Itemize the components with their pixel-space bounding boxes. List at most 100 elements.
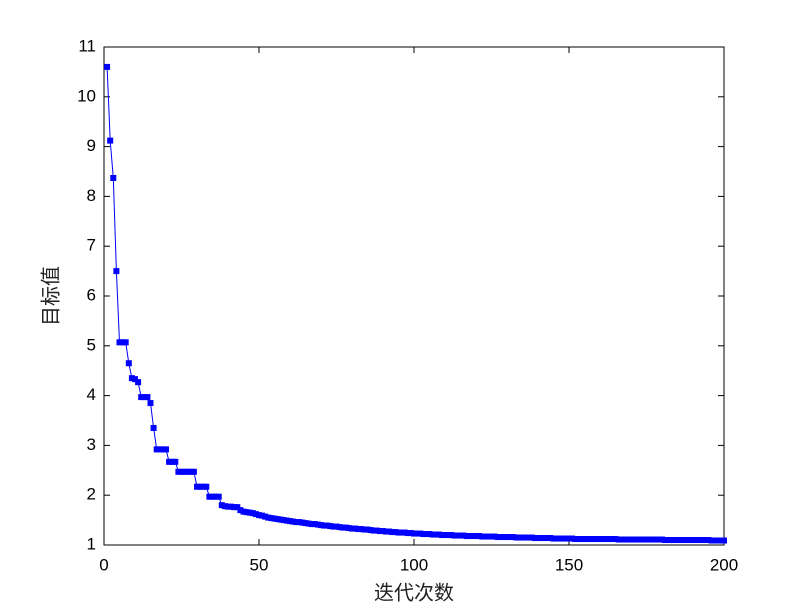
data-point (674, 537, 681, 544)
data-point (404, 530, 411, 537)
data-point (268, 515, 275, 522)
data-point (649, 536, 656, 543)
data-point (442, 532, 448, 539)
data-point (228, 503, 235, 510)
data-point (643, 536, 650, 543)
data-point (299, 519, 306, 526)
data-point (280, 517, 287, 524)
data-point (345, 525, 352, 532)
data-point (541, 535, 548, 542)
y-tick-label: 6 (87, 285, 96, 304)
data-point (494, 534, 501, 541)
data-point (578, 536, 585, 543)
data-point (361, 526, 368, 533)
data-point (528, 534, 535, 541)
data-point (249, 510, 256, 517)
data-point (556, 535, 563, 542)
data-point (662, 537, 669, 544)
data-point (342, 524, 349, 531)
data-point (566, 535, 572, 542)
data-point (218, 502, 225, 509)
data-point (339, 524, 346, 531)
data-point (104, 63, 111, 70)
data-point (553, 535, 560, 542)
data-point (686, 537, 693, 544)
data-point (448, 532, 455, 539)
data-point (243, 509, 250, 516)
data-point (194, 483, 200, 490)
data-point (277, 516, 284, 523)
x-tick-label: 100 (400, 555, 428, 574)
data-point (457, 532, 464, 539)
data-point (187, 468, 194, 475)
data-point (432, 531, 439, 538)
data-point (696, 537, 703, 544)
data-point (132, 376, 138, 383)
data-point (116, 339, 123, 346)
y-tick-label: 10 (77, 86, 96, 105)
data-point (159, 446, 166, 453)
data-point (547, 535, 554, 542)
data-point (178, 468, 185, 475)
data-point (330, 523, 337, 530)
data-point (271, 515, 278, 522)
data-point (150, 424, 157, 431)
data-point (550, 535, 557, 542)
data-point (125, 360, 132, 367)
data-point (138, 394, 145, 401)
data-point (702, 537, 709, 544)
data-point (628, 536, 634, 543)
data-point (488, 533, 495, 540)
data-point (370, 527, 377, 534)
data-point (507, 534, 514, 541)
data-point (119, 339, 126, 346)
data-point (221, 503, 228, 510)
data-point (531, 535, 538, 542)
data-point (358, 526, 365, 533)
data-point (584, 536, 591, 543)
data-point (690, 537, 696, 544)
data-point (308, 521, 315, 528)
y-tick-label: 11 (78, 36, 96, 55)
data-point (569, 535, 576, 542)
data-point (234, 504, 241, 511)
data-point (445, 532, 452, 539)
data-point (349, 525, 355, 532)
data-point (417, 530, 424, 537)
data-point (491, 533, 498, 540)
data-point (311, 521, 318, 528)
data-point (200, 483, 207, 490)
data-point (172, 458, 179, 465)
data-point (336, 524, 343, 531)
data-point (318, 522, 324, 529)
data-point (485, 533, 492, 540)
data-point (144, 394, 151, 401)
data-point (590, 536, 597, 543)
data-point (683, 537, 690, 544)
data-point (544, 535, 551, 542)
data-point (110, 174, 117, 181)
data-point (392, 529, 399, 536)
data-point (231, 504, 238, 511)
data-point (287, 518, 293, 525)
data-point (401, 529, 408, 536)
data-point (699, 537, 706, 544)
data-point (206, 493, 213, 500)
data-point (262, 513, 269, 520)
data-point (510, 534, 517, 541)
data-point (708, 537, 715, 544)
data-point (479, 533, 486, 540)
data-point (398, 529, 405, 536)
data-point (519, 534, 526, 541)
data-point (559, 535, 566, 542)
data-point (482, 533, 489, 540)
data-point (290, 518, 297, 525)
data-point (327, 523, 334, 530)
data-point (631, 536, 638, 543)
y-tick-label: 4 (87, 385, 96, 404)
data-point (603, 536, 610, 543)
y-tick-label: 7 (87, 236, 96, 255)
data-point (624, 536, 631, 543)
data-point (190, 468, 197, 475)
